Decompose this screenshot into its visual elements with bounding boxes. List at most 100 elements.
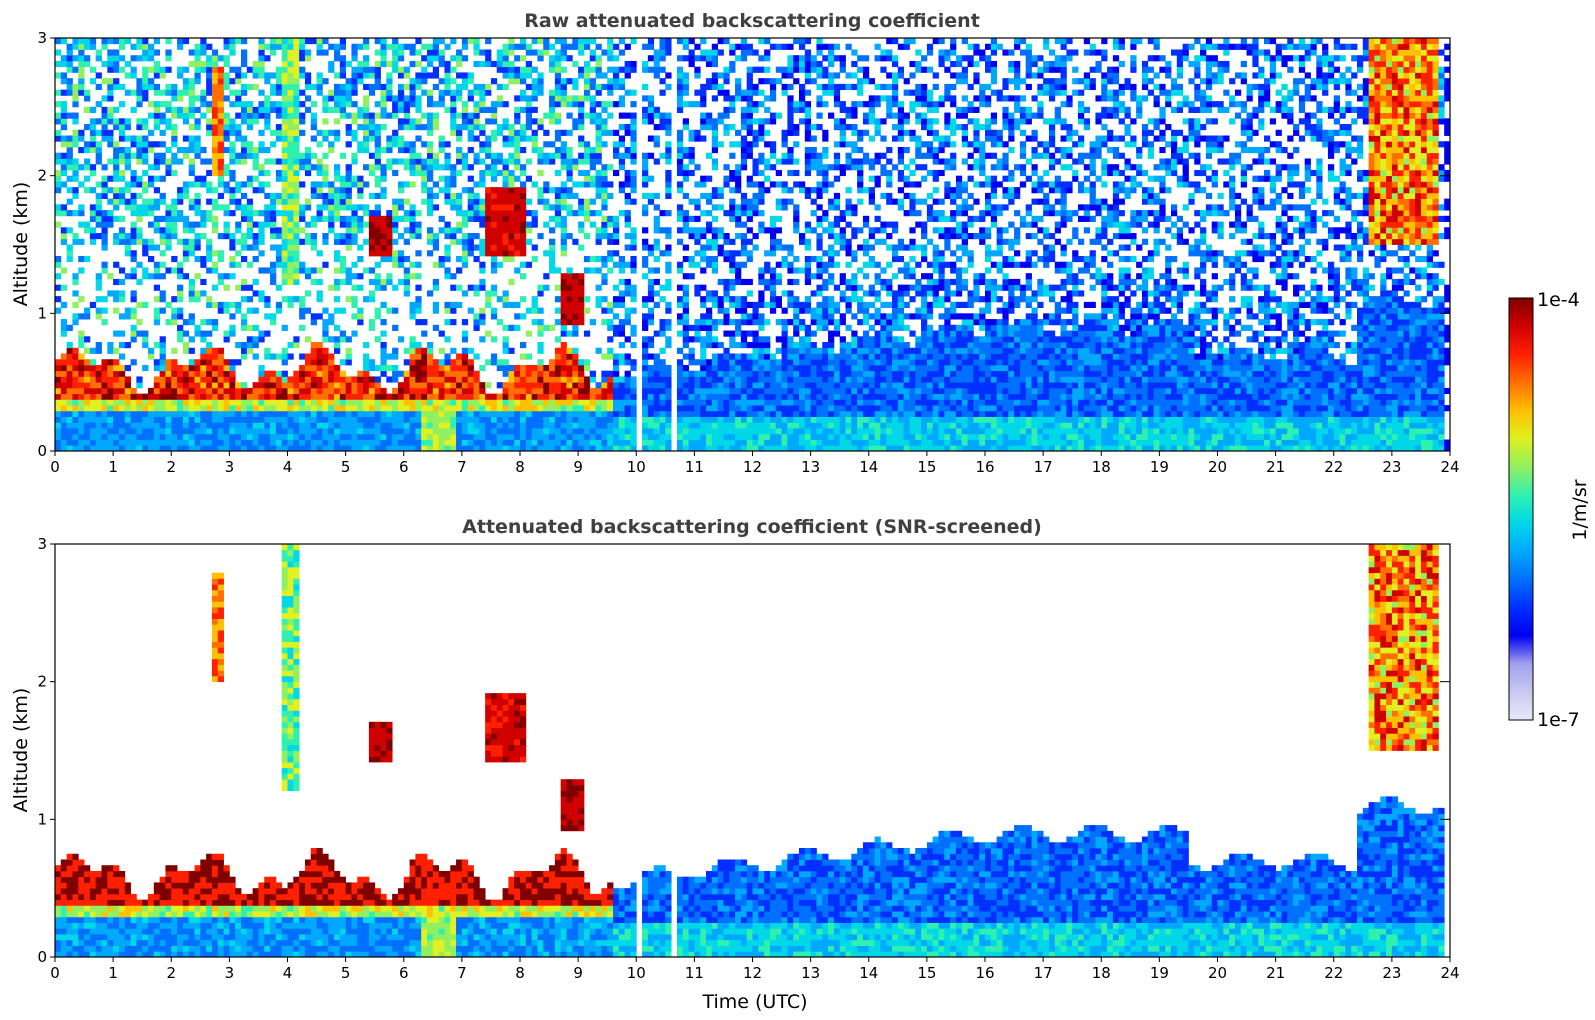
heatmap-cell	[368, 416, 376, 423]
heatmap-cell	[554, 387, 562, 395]
heatmap-cell	[339, 95, 347, 102]
heatmap-cell	[246, 227, 254, 234]
heatmap-cell	[450, 399, 457, 406]
heatmap-cell	[194, 416, 201, 423]
heatmap-cell	[334, 43, 341, 50]
heatmap-cell	[392, 410, 399, 417]
heatmap-cell	[647, 244, 655, 251]
heatmap-cell	[107, 439, 114, 446]
heatmap-cell	[252, 433, 259, 440]
heatmap-cell	[479, 175, 486, 182]
heatmap-cell	[461, 250, 469, 257]
heatmap-cell	[60, 267, 68, 274]
heatmap-cell	[676, 296, 684, 303]
heatmap-cell	[258, 89, 265, 96]
heatmap-cell	[694, 410, 701, 417]
heatmap-cell	[525, 158, 533, 165]
heatmap-cell	[554, 364, 562, 372]
heatmap-cell	[537, 38, 544, 45]
heatmap-cell	[421, 410, 428, 417]
heatmap-cell	[386, 233, 393, 240]
heatmap-cell	[211, 319, 219, 326]
heatmap-cell	[345, 399, 352, 406]
heatmap-cell	[624, 445, 631, 451]
heatmap-cell	[275, 233, 283, 240]
heatmap-cell	[659, 416, 666, 423]
heatmap-cell	[252, 324, 259, 331]
heatmap-cell	[537, 364, 544, 372]
heatmap-cell	[316, 89, 323, 96]
heatmap-cell	[60, 422, 68, 429]
heatmap-cell	[334, 393, 341, 400]
heatmap-cell	[281, 250, 288, 257]
heatmap-cell	[223, 359, 230, 366]
heatmap-cell	[624, 244, 631, 251]
heatmap-cell	[148, 181, 155, 188]
heatmap-cell	[432, 238, 440, 245]
heatmap-cell	[363, 95, 370, 102]
heatmap-cell	[403, 164, 410, 171]
heatmap-cell	[647, 445, 655, 451]
heatmap-cell	[299, 376, 306, 383]
heatmap-cell	[397, 250, 405, 257]
heatmap-cell	[665, 410, 672, 417]
heatmap-cell	[572, 210, 579, 217]
heatmap-cell	[427, 238, 434, 245]
heatmap-cell	[415, 410, 422, 417]
heatmap-cell	[543, 416, 550, 423]
heatmap-cell	[380, 175, 387, 182]
heatmap-cell	[293, 146, 300, 154]
heatmap-cell	[653, 72, 660, 79]
heatmap-cell	[490, 227, 498, 234]
heatmap-cell	[200, 319, 207, 326]
heatmap-cell	[223, 370, 230, 377]
heatmap-cell	[444, 445, 451, 451]
heatmap-cell	[281, 129, 288, 136]
heatmap-cell	[537, 118, 544, 125]
heatmap-cell	[270, 101, 277, 108]
heatmap-cell	[525, 95, 533, 102]
heatmap-cell	[630, 66, 637, 73]
heatmap-cell	[386, 445, 393, 451]
heatmap-cell	[368, 89, 376, 96]
heatmap-cell	[55, 410, 62, 417]
heatmap-cell	[113, 330, 120, 337]
heatmap-cell	[118, 175, 126, 182]
heatmap-cell	[537, 439, 544, 446]
heatmap-cell	[380, 89, 387, 96]
heatmap-cell	[647, 313, 655, 320]
heatmap-cell	[235, 250, 242, 257]
heatmap-cell	[304, 428, 312, 435]
heatmap-cell	[107, 405, 114, 412]
heatmap-cell	[700, 422, 707, 429]
heatmap-cell	[566, 152, 573, 159]
heatmap-cell	[549, 433, 556, 440]
heatmap-cell	[589, 387, 596, 395]
heatmap-cell	[380, 49, 387, 56]
heatmap-cell	[188, 60, 195, 68]
heatmap-cell	[653, 387, 660, 395]
heatmap-cell	[101, 428, 108, 435]
heatmap-cell	[380, 439, 387, 446]
heatmap-cell	[270, 273, 277, 280]
heatmap-cell	[711, 370, 719, 377]
heatmap-cell	[525, 439, 533, 446]
heatmap-cell	[688, 382, 695, 389]
heatmap-cell	[246, 210, 254, 217]
heatmap-cell	[270, 158, 277, 165]
heatmap-cell	[514, 233, 521, 240]
heatmap-cell	[78, 129, 85, 136]
heatmap-cell	[270, 244, 277, 251]
heatmap-cell	[357, 244, 364, 251]
heatmap-cell	[496, 399, 503, 406]
heatmap-cell	[583, 169, 591, 177]
heatmap-cell	[328, 370, 335, 377]
heatmap-cell	[589, 66, 596, 73]
heatmap-cell	[421, 319, 428, 326]
heatmap-cell	[485, 55, 492, 62]
heatmap-cell	[409, 215, 416, 222]
heatmap-cell	[66, 244, 73, 251]
heatmap-cell	[694, 330, 701, 337]
heatmap-cell	[287, 215, 294, 222]
heatmap-cell	[380, 301, 387, 308]
